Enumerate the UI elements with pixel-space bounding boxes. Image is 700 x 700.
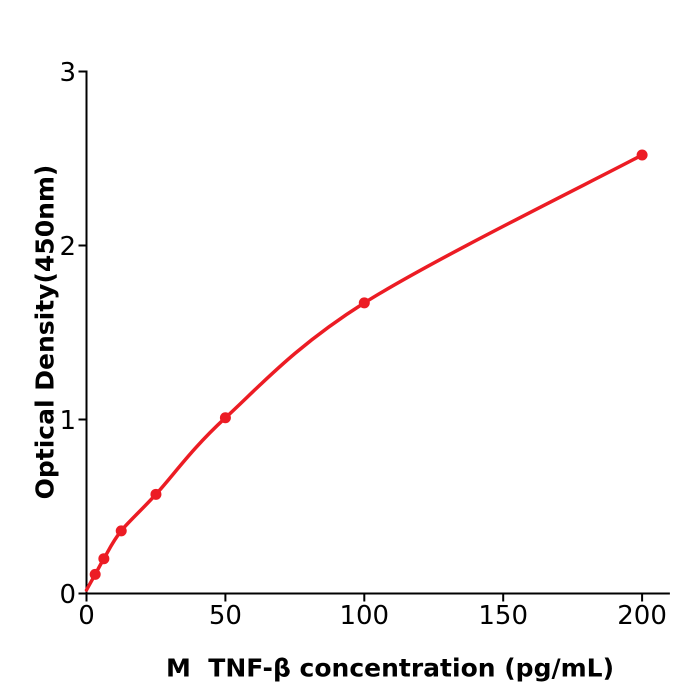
data-point — [150, 488, 162, 500]
x-tick-label: 100 — [339, 601, 389, 631]
standard-curve-line — [84, 153, 644, 592]
data-point — [219, 412, 231, 424]
data-point — [115, 525, 127, 537]
x-tick-label: 200 — [617, 601, 667, 631]
y-tick-label: 0 — [59, 580, 76, 610]
x-axis-title: M TNF-β concentration (pg/mL) — [165, 653, 615, 683]
y-tick-label: 2 — [59, 232, 76, 262]
data-point — [98, 553, 110, 565]
x-tick-label: 50 — [209, 601, 242, 631]
y-tick-label: 1 — [59, 406, 76, 436]
data-point — [89, 568, 101, 580]
x-tick-label: 0 — [78, 601, 95, 631]
data-point — [636, 149, 648, 161]
x-tick-label: 150 — [478, 601, 528, 631]
y-axis-title: Optical Density(450nm) — [30, 164, 60, 500]
y-tick-label: 3 — [59, 58, 76, 88]
data-point — [358, 297, 370, 309]
